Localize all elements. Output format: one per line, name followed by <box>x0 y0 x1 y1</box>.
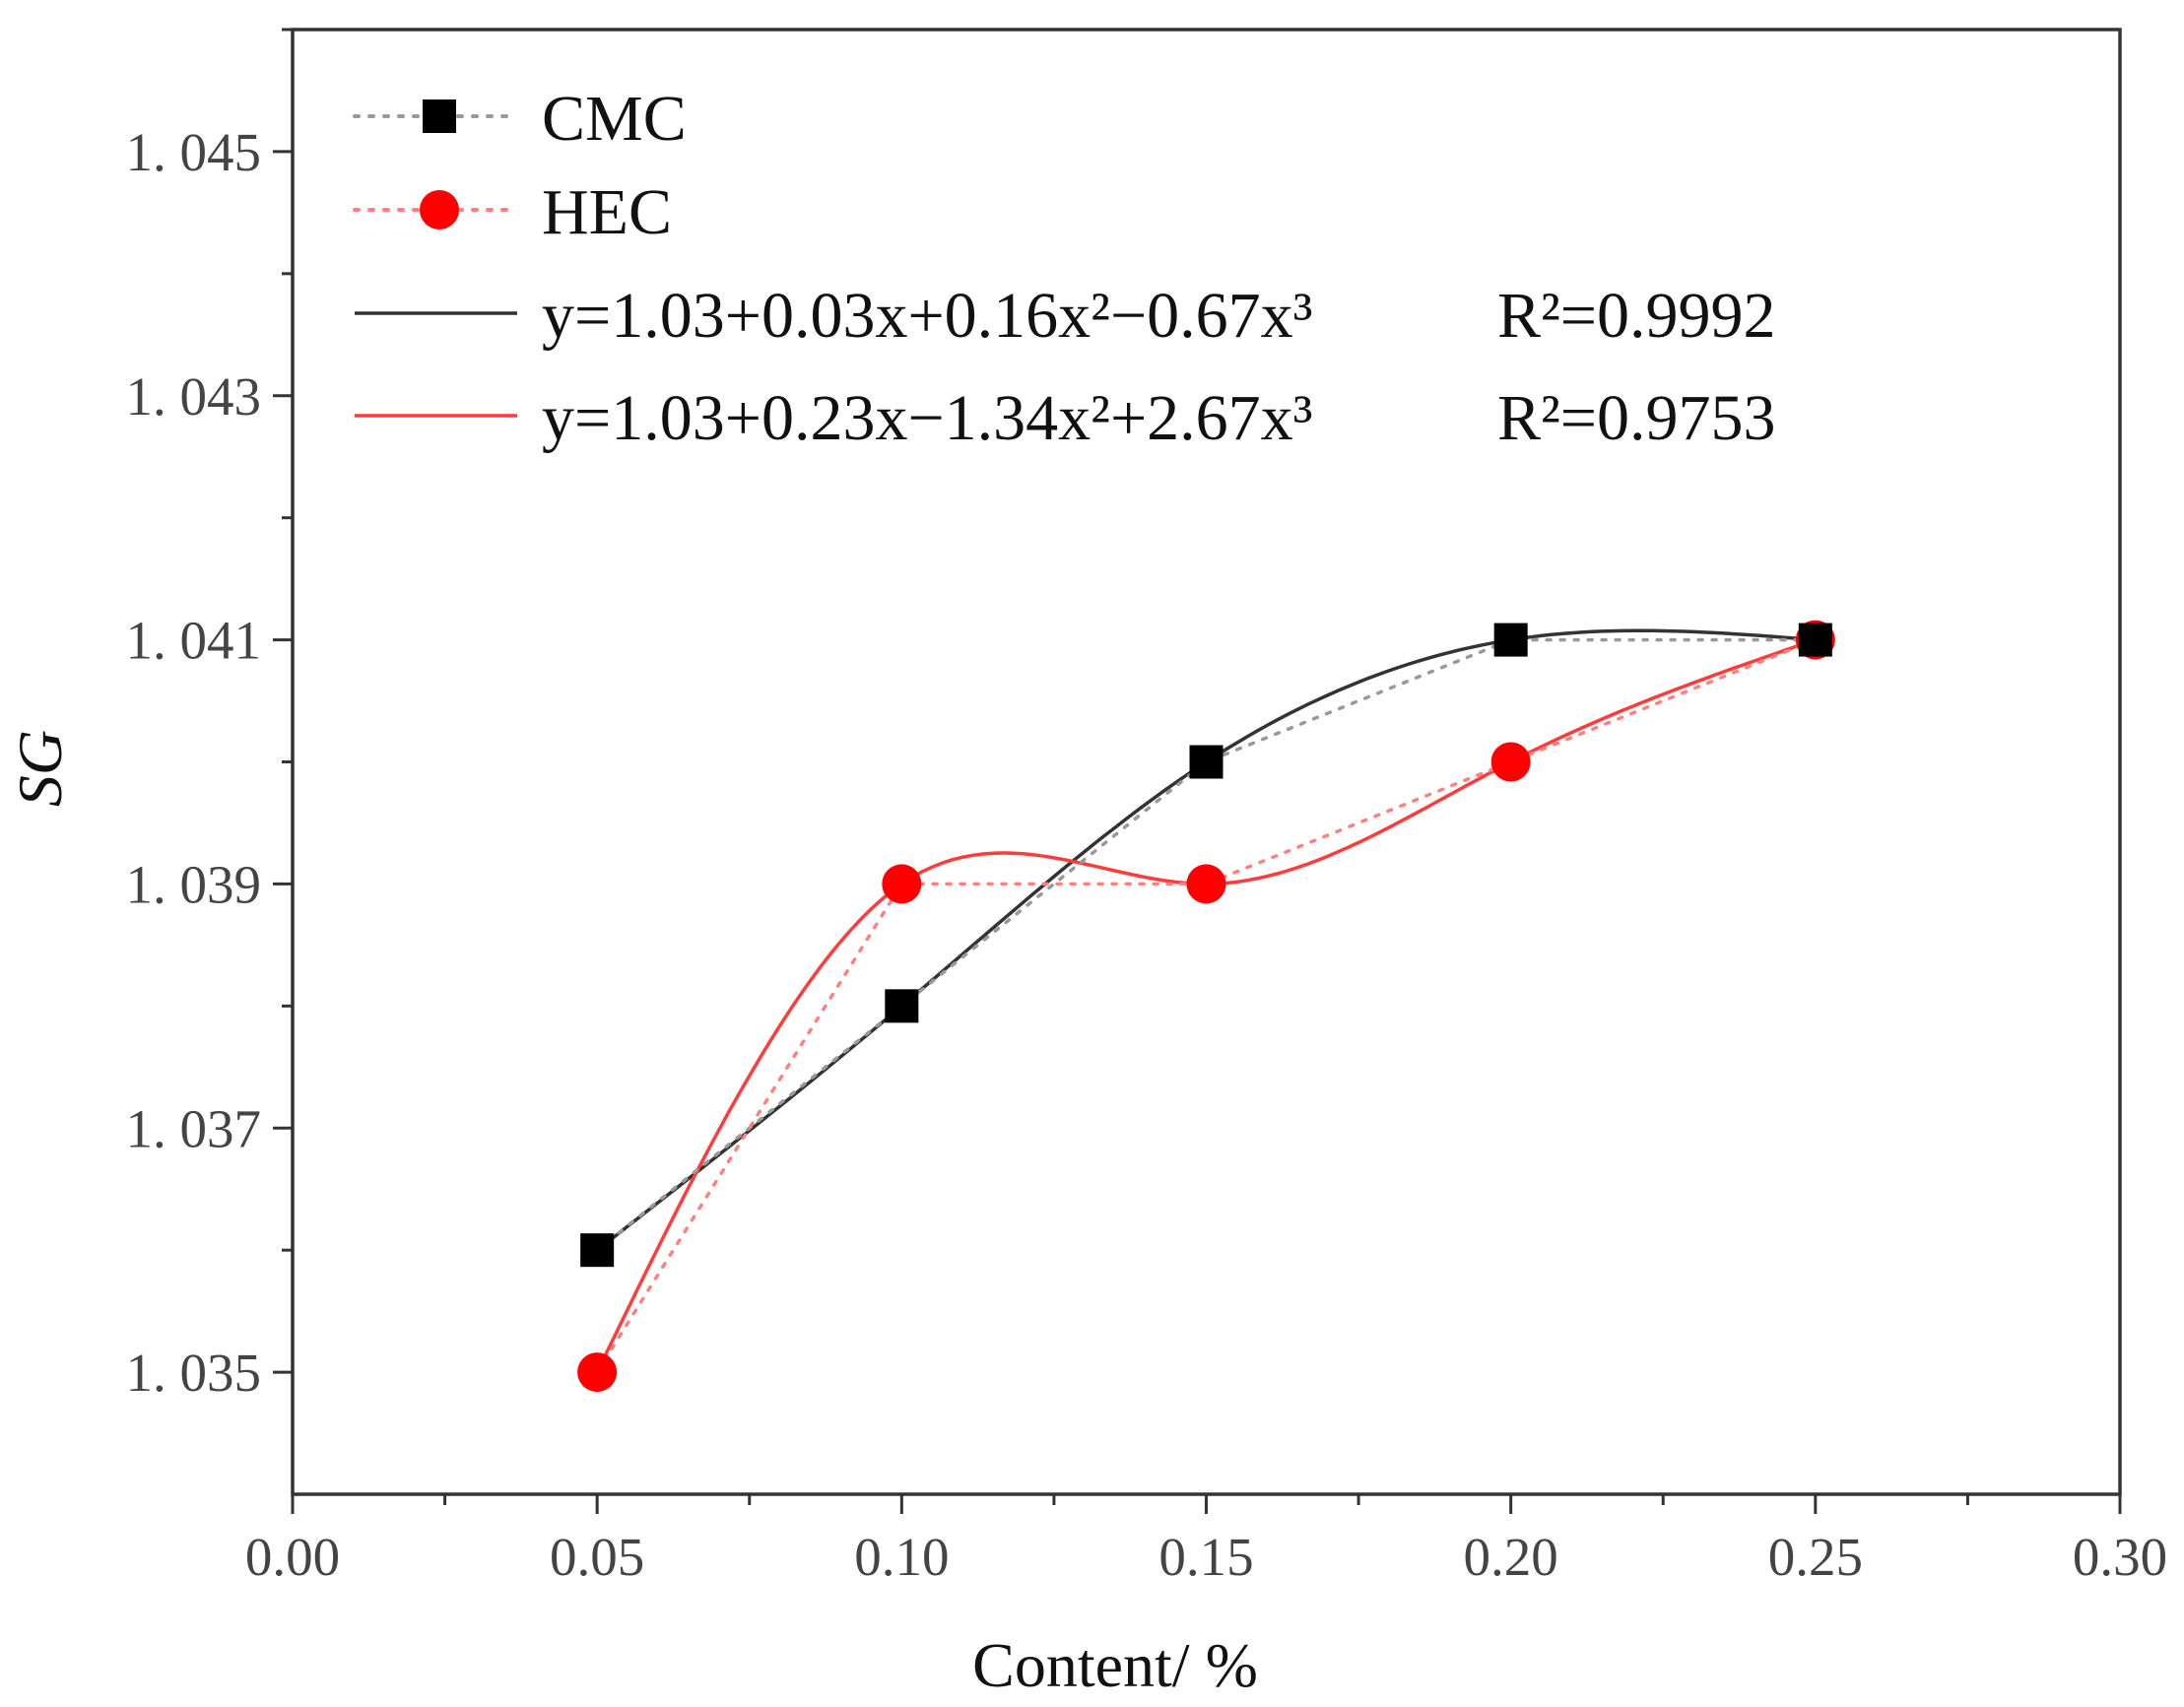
x-tick-label: 0.05 <box>550 1527 644 1587</box>
point-hec <box>1186 864 1226 904</box>
point-cmc <box>580 1233 615 1268</box>
x-tick-label: 0.30 <box>2073 1527 2167 1587</box>
x-tick-label: 0.20 <box>1464 1527 1558 1587</box>
y-tick-label: 1. 041 <box>126 611 262 671</box>
y-tick-label: 1. 045 <box>126 122 262 182</box>
y-tick-label: 1. 035 <box>126 1343 262 1403</box>
point-cmc <box>1189 745 1224 779</box>
y-axis: 1. 035 1. 037 1. 039 1. 041 1. 043 1. 045 <box>126 28 293 1403</box>
legend: CMC HEC y=1.03+0.03x+0.16x²−0.67x³ R²=0.… <box>353 83 1776 454</box>
legend-hec-marker <box>420 190 459 230</box>
x-tick-label: 0.10 <box>854 1527 949 1587</box>
x-axis-title: Content/ % <box>972 1630 1258 1700</box>
x-tick-label: 0.15 <box>1158 1527 1253 1587</box>
legend-item-hec: HEC <box>353 176 672 248</box>
point-cmc <box>885 989 919 1023</box>
data-markers <box>577 620 1835 1393</box>
legend-hec-fit-equation: y=1.03+0.23x−1.34x²+2.67x³ <box>542 382 1312 454</box>
fit-curves <box>595 628 1817 1373</box>
fit-curve-cmc <box>596 628 1816 1252</box>
legend-item-cmc-fit: y=1.03+0.03x+0.16x²−0.67x³ R²=0.9992 <box>355 280 1776 352</box>
legend-item-hec-fit: y=1.03+0.23x−1.34x²+2.67x³ R²=0.9753 <box>355 382 1776 454</box>
y-tick-label: 1. 037 <box>126 1098 262 1158</box>
point-hec <box>1490 742 1531 782</box>
x-tick-label: 0.00 <box>245 1527 340 1587</box>
point-cmc <box>1493 623 1528 657</box>
series-line-cmc <box>595 637 1818 1252</box>
legend-item-cmc: CMC <box>353 83 687 155</box>
legend-cmc-fit-equation: y=1.03+0.03x+0.16x²−0.67x³ <box>542 280 1312 352</box>
legend-cmc-marker <box>423 99 456 133</box>
legend-cmc-label: CMC <box>542 83 687 155</box>
x-axis: 0.00 0.05 0.10 0.15 0.20 0.25 0.30 <box>245 1494 2167 1587</box>
legend-cmc-fit-r2: R²=0.9992 <box>1497 280 1776 352</box>
legend-hec-fit-r2: R²=0.9753 <box>1497 382 1776 454</box>
y-axis-title: SG <box>5 730 75 807</box>
y-tick-label: 1. 039 <box>126 854 262 914</box>
y-tick-label: 1. 043 <box>126 366 262 427</box>
point-hec <box>882 864 922 904</box>
legend-hec-label: HEC <box>542 176 672 248</box>
x-tick-label: 0.25 <box>1768 1527 1863 1587</box>
point-hec <box>577 1352 618 1393</box>
point-cmc <box>1798 623 1832 657</box>
